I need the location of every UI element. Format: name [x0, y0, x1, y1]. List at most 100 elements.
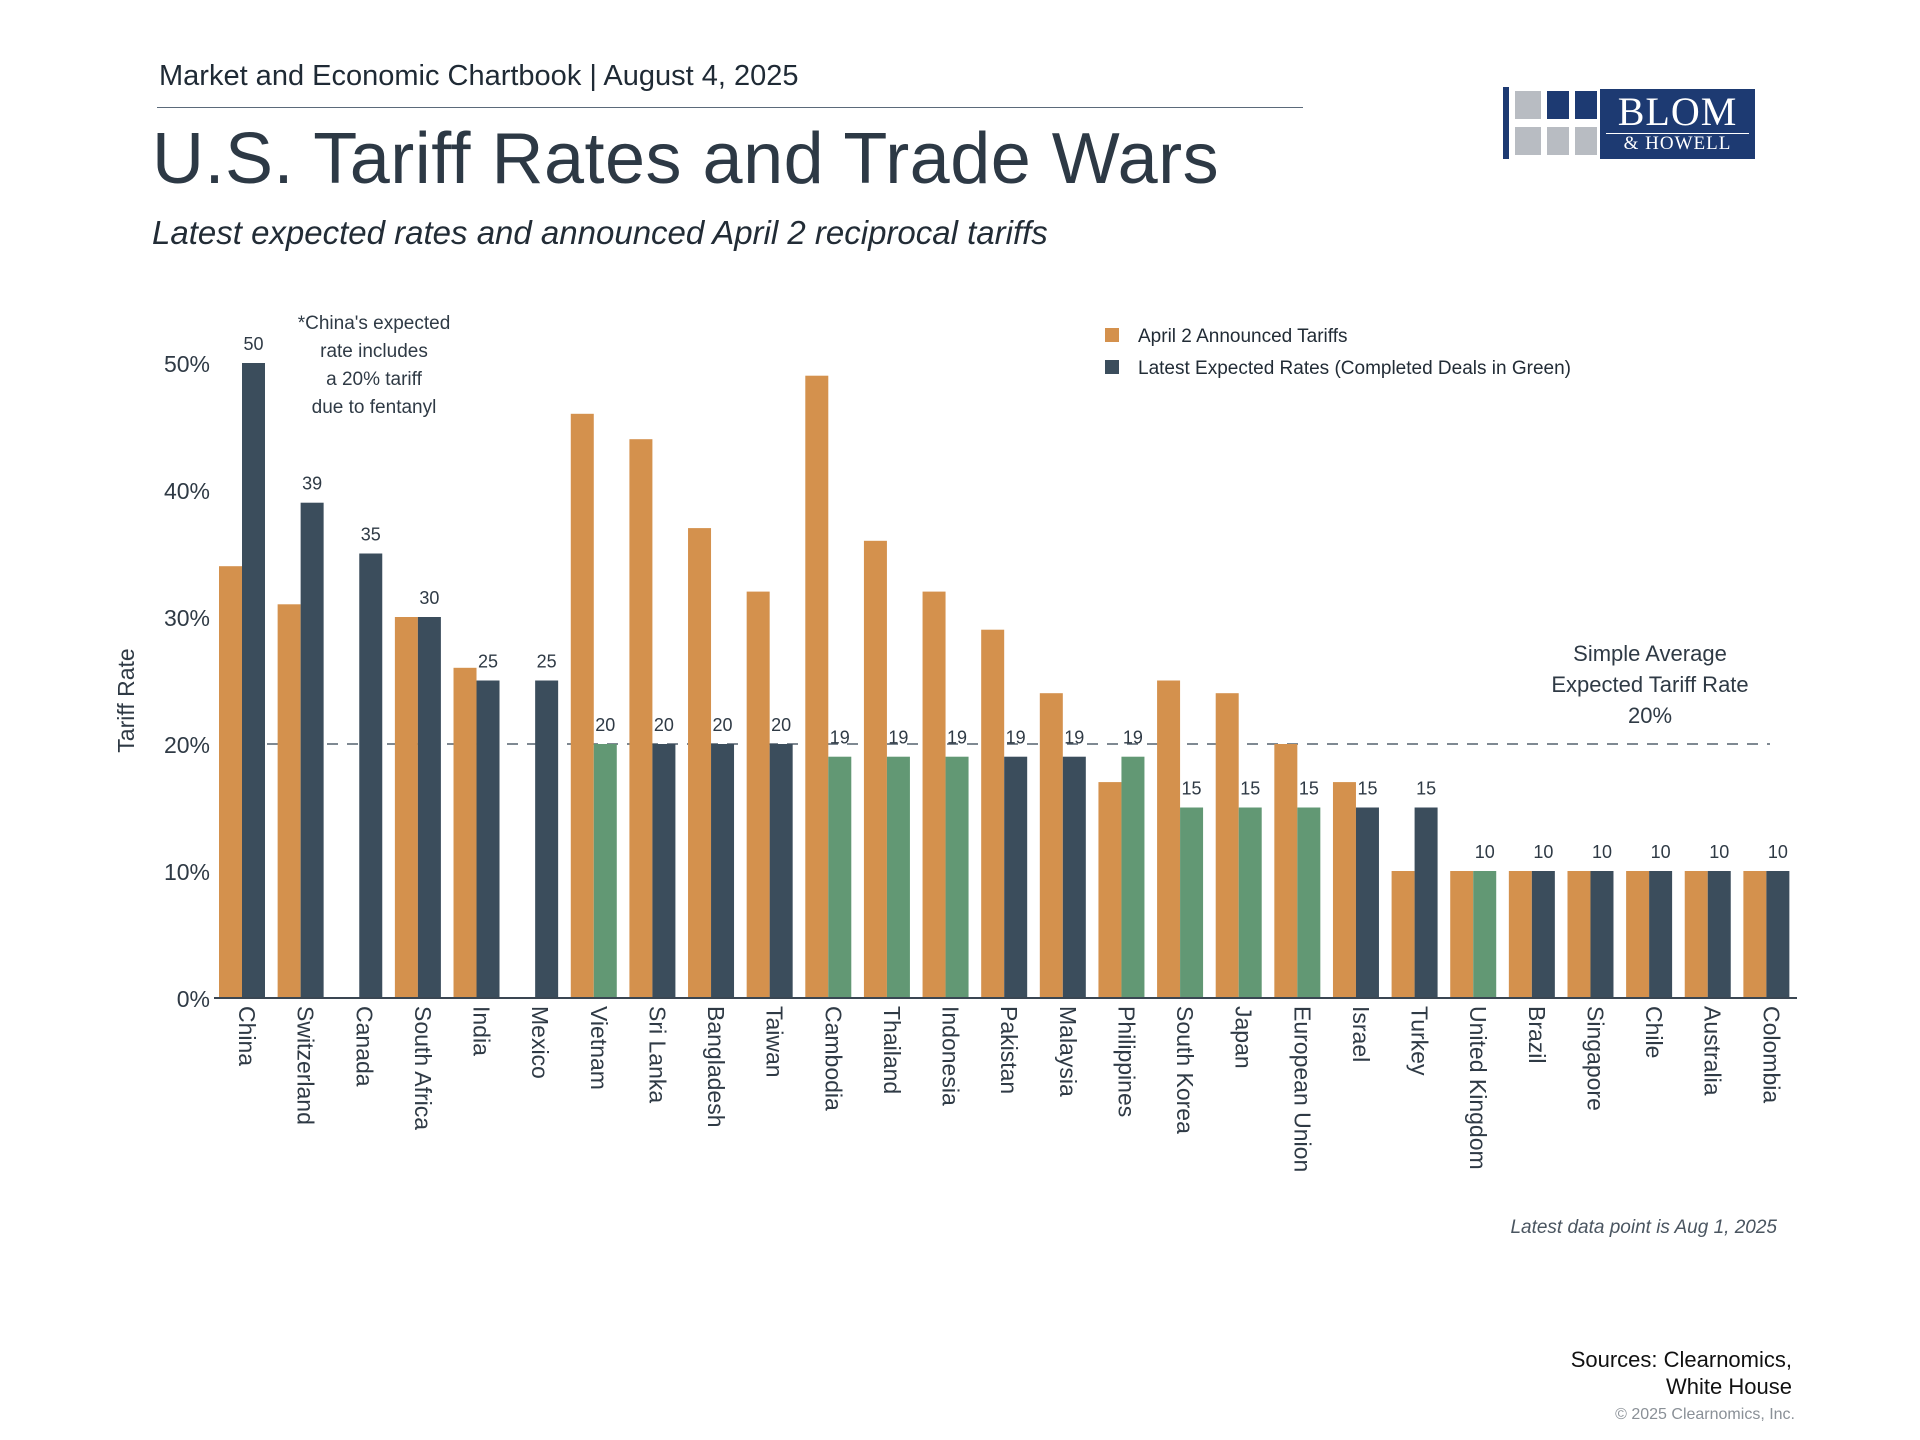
sources-line-2: White House [1666, 1374, 1792, 1399]
bar-announced [1743, 871, 1767, 998]
bar-expected [359, 553, 383, 998]
x-category-label: Pakistan [996, 1006, 1022, 1094]
x-category-label: Australia [1700, 1006, 1726, 1096]
bar-announced [1450, 871, 1474, 998]
y-tick-label: 20% [164, 732, 210, 758]
x-category-label: South Korea [1172, 1006, 1198, 1134]
legend-label-expected: Latest Expected Rates (Completed Deals i… [1138, 358, 1571, 379]
x-category-label: United Kingdom [1465, 1006, 1491, 1170]
bar-announced [1157, 680, 1181, 998]
bar-data-label: 25 [478, 652, 498, 672]
x-category-label: Singapore [1582, 1006, 1608, 1111]
x-category-label: Malaysia [1055, 1006, 1081, 1097]
bar-announced [981, 629, 1005, 998]
x-category-label: Japan [1231, 1006, 1257, 1069]
copyright-note: © 2025 Clearnomics, Inc. [1615, 1406, 1795, 1423]
bar-data-label: 20 [595, 715, 615, 735]
bar-data-label: 19 [947, 728, 967, 748]
y-tick-label: 50% [164, 351, 210, 377]
x-category-label: South Africa [410, 1006, 436, 1130]
x-category-label: Colombia [1758, 1006, 1784, 1103]
bar-data-label: 10 [1651, 842, 1671, 862]
china-annotation-line: *China's expected [298, 313, 451, 334]
legend-swatch-announced [1105, 328, 1119, 342]
bar-completed-deal [886, 756, 910, 998]
reference-line-label: Expected Tariff Rate [1551, 672, 1748, 697]
y-tick-label: 30% [164, 605, 210, 631]
bar-announced [863, 540, 887, 998]
bar-expected [1355, 807, 1379, 998]
bar-expected [652, 744, 676, 998]
x-category-label: Cambodia [820, 1006, 846, 1111]
x-category-label: Bangladesh [703, 1006, 729, 1128]
bar-expected [242, 363, 265, 998]
bar-data-label: 39 [302, 474, 322, 494]
bar-announced [219, 566, 242, 998]
bar-data-label: 20 [654, 715, 674, 735]
bar-announced [1039, 693, 1063, 998]
x-category-label: Canada [351, 1006, 377, 1087]
x-category-label: Mexico [527, 1006, 553, 1079]
bar-announced [1508, 871, 1532, 998]
x-category-label: Israel [1348, 1006, 1374, 1062]
china-annotation-line: due to fentanyl [312, 397, 437, 418]
bar-data-label: 19 [888, 728, 908, 748]
bar-completed-deal [1180, 807, 1204, 998]
bar-expected [1590, 871, 1614, 998]
bar-expected [476, 680, 500, 998]
bar-expected [1004, 756, 1028, 998]
bar-data-label: 19 [830, 728, 850, 748]
y-tick-label: 10% [164, 859, 210, 885]
bar-announced [1215, 693, 1239, 998]
x-category-label: Turkey [1407, 1006, 1433, 1076]
legend-label-announced: April 2 Announced Tariffs [1138, 326, 1348, 347]
page-subtitle: Latest expected rates and announced Apri… [152, 214, 1048, 251]
data-footnote: Latest data point is Aug 1, 2025 [1510, 1217, 1777, 1238]
bar-completed-deal [1473, 871, 1497, 998]
header-divider [157, 107, 1303, 108]
bar-data-label: 15 [1416, 779, 1436, 799]
bar-data-label: 50 [243, 334, 263, 354]
bar-announced [1626, 871, 1650, 998]
y-tick-label: 0% [177, 986, 210, 1012]
x-category-label: Brazil [1524, 1006, 1550, 1064]
logo-line-1: BLOM [1617, 89, 1738, 134]
bar-expected [1414, 807, 1438, 998]
bar-data-label: 15 [1182, 779, 1202, 799]
bar-data-label: 19 [1006, 728, 1026, 748]
x-category-label: Vietnam [586, 1006, 612, 1090]
legend-swatch-expected [1105, 360, 1119, 374]
bar-expected [535, 680, 559, 998]
bar-announced [629, 439, 653, 998]
bar-expected [711, 744, 735, 998]
x-category-label: Switzerland [293, 1006, 319, 1125]
china-annotation-line: rate includes [320, 341, 428, 362]
sources-line-1: Sources: Clearnomics, [1570, 1347, 1792, 1372]
x-category-label: China [234, 1006, 260, 1066]
reference-line-label: 20% [1628, 703, 1672, 728]
china-annotation-line: a 20% tariff [326, 369, 422, 390]
bar-expected [1531, 871, 1555, 998]
bar-expected [417, 617, 441, 998]
bar-announced [922, 591, 946, 998]
bar-data-label: 10 [1592, 842, 1612, 862]
x-category-label: Taiwan [762, 1006, 788, 1078]
reference-line-label: Simple Average [1573, 641, 1727, 666]
bar-announced [570, 413, 594, 998]
bar-announced [1684, 871, 1708, 998]
bar-data-label: 10 [1709, 842, 1729, 862]
bar-expected [1766, 871, 1790, 998]
x-category-label: Chile [1641, 1006, 1667, 1058]
bar-completed-deal [828, 756, 852, 998]
bar-announced [453, 667, 477, 998]
logo-wordmark: BLOM & HOWELL [1600, 89, 1755, 159]
bar-announced [805, 375, 829, 998]
bar-completed-deal [1297, 807, 1321, 998]
y-axis-label: Tariff Rate [113, 648, 139, 752]
bar-announced [1567, 871, 1591, 998]
bar-data-label: 15 [1357, 779, 1377, 799]
x-category-label: Sri Lanka [644, 1006, 670, 1103]
bar-data-label: 15 [1240, 779, 1260, 799]
bar-data-label: 30 [419, 588, 439, 608]
